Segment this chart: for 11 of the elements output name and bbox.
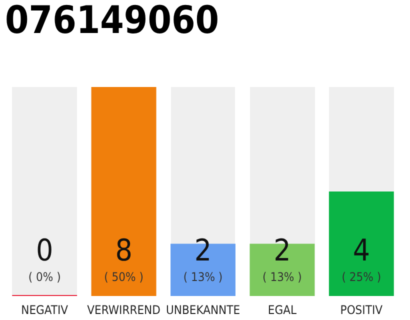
x-tick-label: VERWIRREND <box>87 303 160 317</box>
data-label: 2 ( 13% ) <box>262 234 302 284</box>
x-tick-label: EGAL <box>268 303 296 317</box>
chart-title: 076149060 <box>5 0 220 42</box>
x-tick-label: NEGATIV <box>21 303 69 317</box>
data-label: 8 ( 50% ) <box>104 234 144 284</box>
data-label: 0 ( 0% ) <box>28 234 61 284</box>
x-tick-label: POSITIV <box>340 303 384 317</box>
data-label: 4 ( 25% ) <box>342 234 382 284</box>
data-label: 2 ( 13% ) <box>183 234 223 284</box>
x-tick-label: UNBEKANNTE <box>166 303 240 317</box>
